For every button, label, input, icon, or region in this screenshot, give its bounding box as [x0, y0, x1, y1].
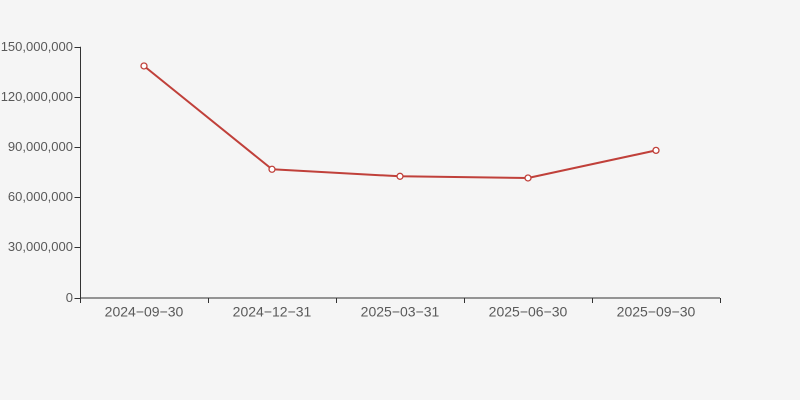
y-tick-label: 150,000,000 — [1, 39, 73, 54]
data-point-marker — [396, 172, 404, 180]
y-tick-label: 90,000,000 — [8, 139, 73, 154]
y-tick-label: 0 — [66, 290, 73, 305]
x-tick-label: 2024−09−30 — [105, 304, 184, 320]
data-point-marker — [268, 165, 276, 173]
data-point-marker — [524, 174, 532, 182]
axes — [74, 46, 721, 303]
y-tick-label: 30,000,000 — [8, 239, 73, 254]
x-tick-label: 2025−03−31 — [361, 304, 440, 320]
x-tick-label: 2025−09−30 — [617, 304, 696, 320]
y-tick-label: 60,000,000 — [8, 189, 73, 204]
x-tick-label: 2025−06−30 — [489, 304, 568, 320]
data-point-marker — [140, 62, 148, 70]
x-tick-label: 2024−12−31 — [233, 304, 312, 320]
y-tick-label: 120,000,000 — [1, 89, 73, 104]
data-point-marker — [652, 146, 660, 155]
